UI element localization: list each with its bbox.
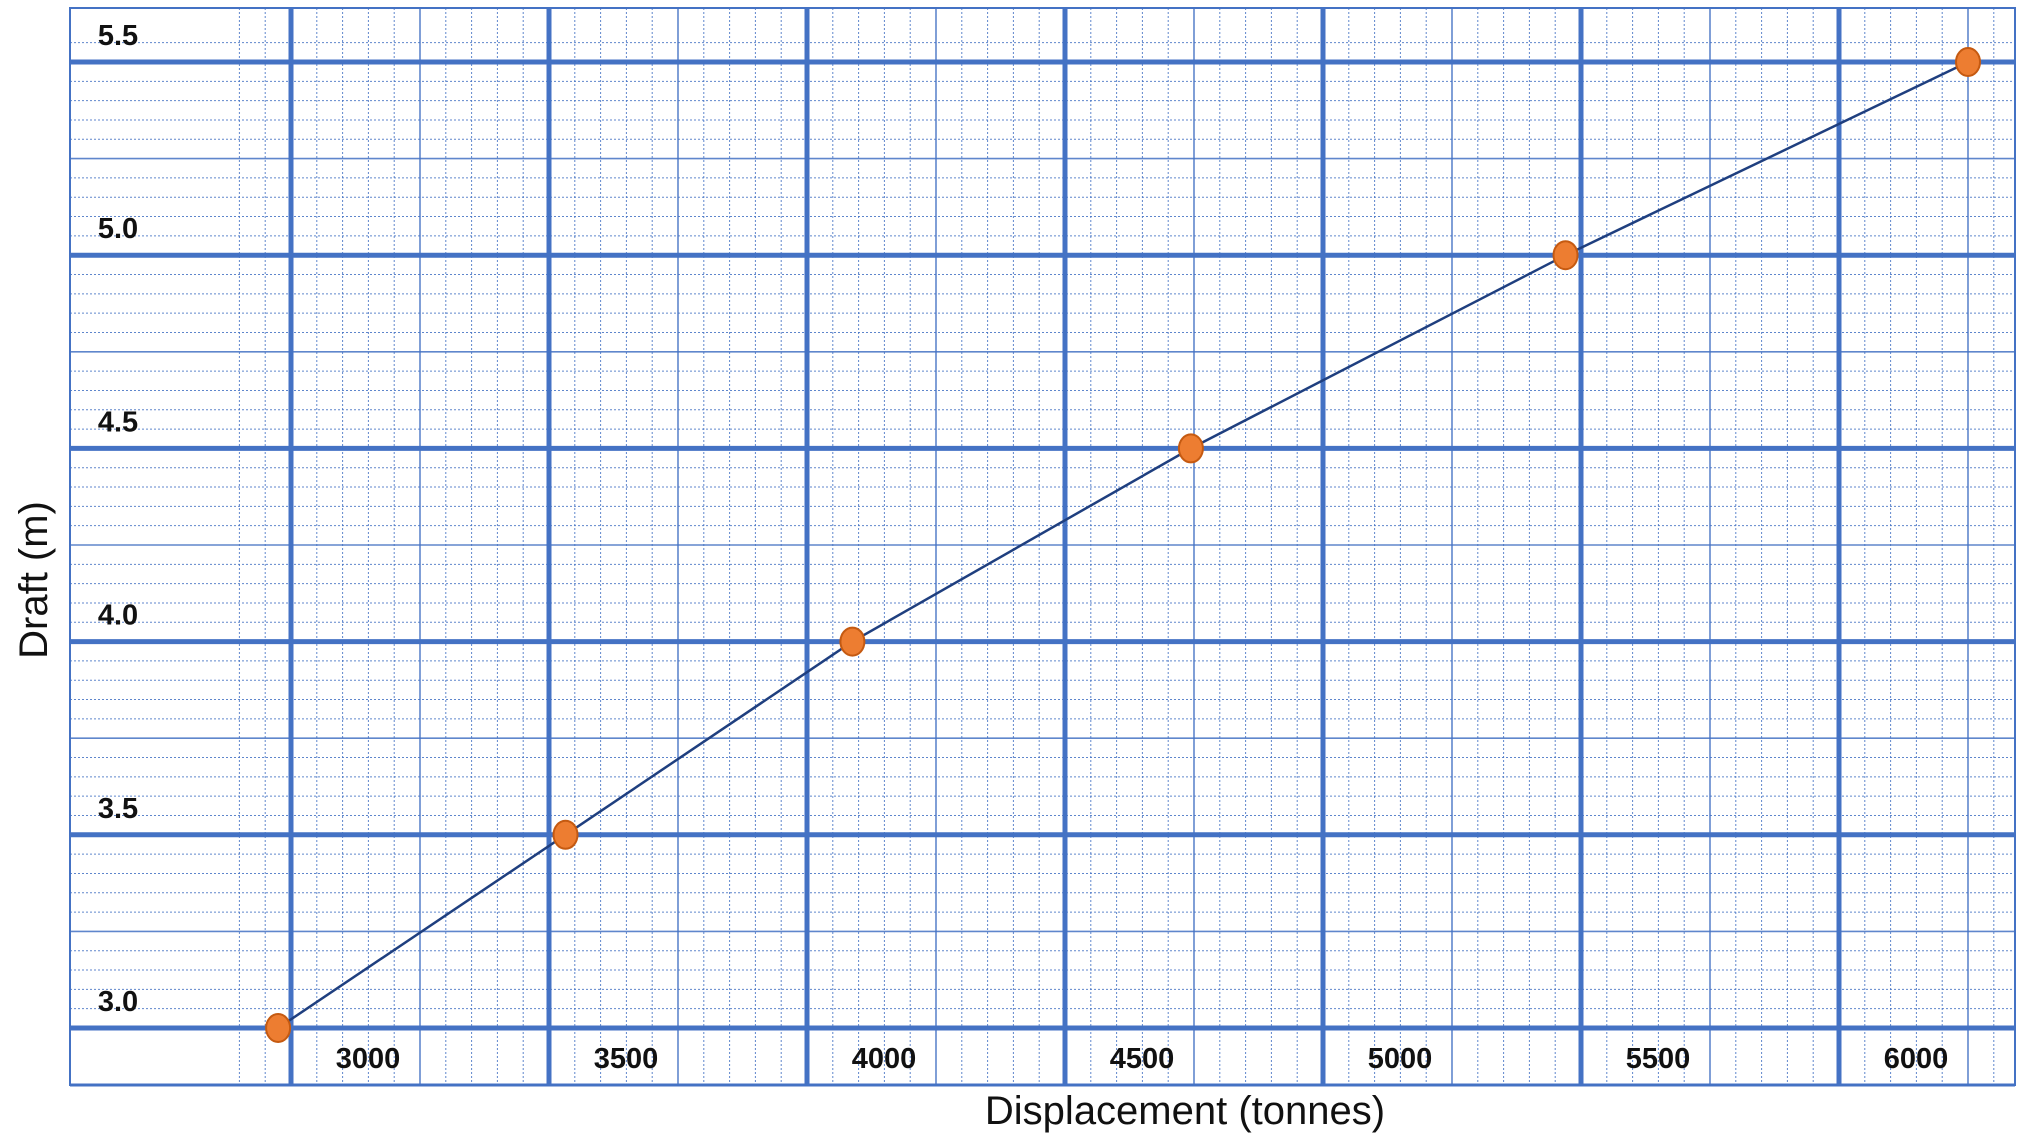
data-point [1955, 47, 1981, 77]
data-point [1552, 240, 1579, 271]
data-point [1177, 433, 1204, 464]
x-tick-label: 4500 [1110, 1043, 1175, 1075]
major-grid [69, 7, 2016, 1087]
x-axis-label: Displacement (tonnes) [985, 1089, 1385, 1133]
y-tick-label: 5.0 [98, 213, 138, 245]
plot-border [69, 7, 2016, 1086]
data-point [265, 1013, 292, 1043]
y-axis-label: Draft (m) [12, 501, 56, 659]
minor-grid [70, 8, 2015, 1085]
data-point [552, 819, 579, 850]
series-lines [277, 60, 1969, 1030]
y-tick-label: 3.0 [98, 986, 138, 1018]
y-tick-label: 5.5 [98, 20, 138, 52]
x-tick-labels: 3000 3500 4000 4500 5000 5500 6000 [336, 1043, 1949, 1075]
y-tick-label: 4.5 [98, 406, 138, 438]
x-tick-label: 4000 [852, 1043, 917, 1075]
series-line [277, 60, 1969, 1030]
y-tick-labels: 3.0 3.5 4.0 4.5 5.0 5.5 [98, 20, 138, 1018]
y-tick-label: 4.0 [98, 600, 138, 632]
data-markers [265, 47, 1981, 1043]
x-tick-label: 5500 [1626, 1043, 1691, 1075]
x-tick-label: 5000 [1368, 1043, 1433, 1075]
x-tick-label: 3000 [336, 1043, 401, 1075]
x-tick-label: 6000 [1884, 1043, 1949, 1075]
x-tick-label: 3500 [594, 1043, 659, 1075]
data-point [839, 626, 866, 657]
y-tick-label: 3.5 [98, 793, 138, 825]
